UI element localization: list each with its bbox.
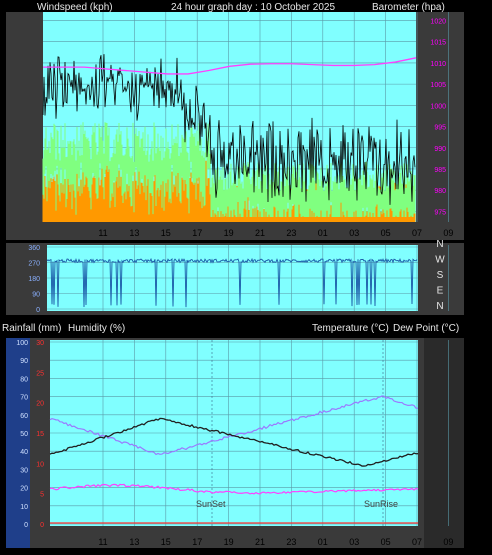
bottom-x-tick-label: 11	[98, 537, 107, 547]
baro-tick-label: 990	[434, 146, 446, 153]
dir-tick-label: 360	[28, 245, 40, 252]
top-x-tick-label: 03	[349, 228, 359, 238]
rain-tick-label: 15	[36, 431, 44, 438]
top-x-tick-label: 05	[381, 228, 391, 238]
baro-tick-label: 995	[434, 125, 446, 132]
humidity-tick-label: 30	[20, 467, 28, 474]
wind-title: Windspeed (kph)	[37, 2, 113, 13]
baro-tick-label: 1010	[430, 61, 446, 68]
top-x-tick-label: 15	[161, 228, 171, 238]
temperature-series	[49, 417, 419, 467]
bottom-x-tick-label: 07	[412, 537, 422, 547]
dir-tick-label: 90	[32, 292, 40, 299]
baro-tick-label: 1005	[430, 82, 446, 89]
top-x-tick-label: 07	[412, 228, 422, 238]
top-x-tick-label: 01	[318, 228, 328, 238]
humidity-tick-label: 90	[20, 358, 28, 365]
dir-tick-label: 270	[28, 261, 40, 268]
humidity-tick-label: 20	[20, 486, 28, 493]
dew-title: Dew Point (°C)	[393, 323, 459, 334]
dir-series	[46, 257, 418, 308]
wind-gust-series	[42, 54, 416, 205]
humidity-tick-label: 0	[24, 522, 28, 529]
sunset-label: SunSet	[196, 499, 226, 509]
humidity-tick-label: 50	[20, 431, 28, 438]
humidity-title: Humidity (%)	[68, 323, 125, 334]
baro-tick-label: 975	[434, 209, 446, 216]
bottom-x-tick-label: 09	[443, 537, 453, 547]
top-x-tick-label: 19	[224, 228, 234, 238]
bottom-x-tick-label: 17	[192, 537, 202, 547]
dew-point-series	[49, 483, 419, 495]
rain-tick-label: 30	[36, 340, 44, 347]
humidity-tick-label: 70	[20, 395, 28, 402]
top-x-tick-label: 21	[255, 228, 265, 238]
bottom-x-tick-label: 01	[318, 537, 328, 547]
rain-title: Rainfall (mm)	[2, 323, 61, 334]
top-x-tick-label: 17	[192, 228, 202, 238]
wind-direction-series	[46, 257, 418, 308]
left-axis-strip	[6, 338, 30, 548]
bottom-y-axis-labels: 0 10 20 30 40 50 60 70 80 90 100 0 5 10 15 20 25 30	[16, 340, 44, 529]
compass-label: N	[436, 239, 443, 250]
baro-tick-label: 1020	[430, 18, 446, 25]
bottom-x-tick-label: 19	[224, 537, 234, 547]
barometer-series	[43, 57, 417, 75]
compass-label: E	[437, 286, 444, 297]
dir-y-axis-labels: 0 90 180 270 360	[28, 245, 40, 314]
compass-label: W	[435, 255, 445, 266]
bottom-x-tick-label: 03	[349, 537, 359, 547]
bottom-x-tick-label: 15	[161, 537, 171, 547]
compass-label: N	[436, 301, 443, 312]
bottom-x-tick-label: 21	[255, 537, 265, 547]
bottom-x-tick-label: 13	[129, 537, 139, 547]
compass-label: S	[437, 270, 444, 281]
graph-title: 24 hour graph day : 10 October 2025	[171, 2, 335, 13]
bottom-x-axis-labels: 11 13 15 17 19 21 23 01 03 05 07 09	[98, 537, 453, 547]
top-x-tick-label: 09	[443, 228, 453, 238]
dir-tick-label: 0	[36, 307, 40, 314]
bottom-x-tick-label: 23	[286, 537, 296, 547]
rain-tick-label: 25	[36, 370, 44, 377]
humidity-tick-label: 60	[20, 413, 28, 420]
right-axis-strip	[424, 338, 464, 548]
rain-tick-label: 20	[36, 401, 44, 408]
baro-title: Barometer (hpa)	[372, 2, 445, 13]
top-x-tick-label: 23	[286, 228, 296, 238]
top-x-axis-labels: 11 13 15 17 19 21 23 01 03 05 07 09	[98, 228, 453, 238]
baro-tick-label: 980	[434, 188, 446, 195]
top-x-tick-label: 11	[98, 228, 107, 238]
dir-tick-label: 180	[28, 276, 40, 283]
bottom-grid	[50, 340, 449, 526]
humidity-tick-label: 10	[20, 504, 28, 511]
bottom-series	[49, 395, 419, 524]
baro-tick-label: 1000	[430, 103, 446, 110]
top-x-tick-label: 13	[129, 228, 139, 238]
sunrise-label: SunRise	[364, 499, 398, 509]
temp-title: Temperature (°C)	[312, 323, 389, 334]
humidity-tick-label: 100	[16, 340, 28, 347]
rain-tick-label: 10	[36, 461, 44, 468]
rain-tick-label: 5	[40, 492, 44, 499]
bottom-x-tick-label: 05	[381, 537, 391, 547]
rain-tick-label: 0	[40, 522, 44, 529]
humidity-tick-label: 80	[20, 376, 28, 383]
top-series	[42, 54, 417, 222]
baro-tick-label: 1015	[430, 40, 446, 47]
top-y-axis-labels: 975 980 985 990 995 1000 1005 1010 1015 1020	[430, 18, 446, 216]
baro-tick-label: 985	[434, 167, 446, 174]
humidity-tick-label: 40	[20, 449, 28, 456]
